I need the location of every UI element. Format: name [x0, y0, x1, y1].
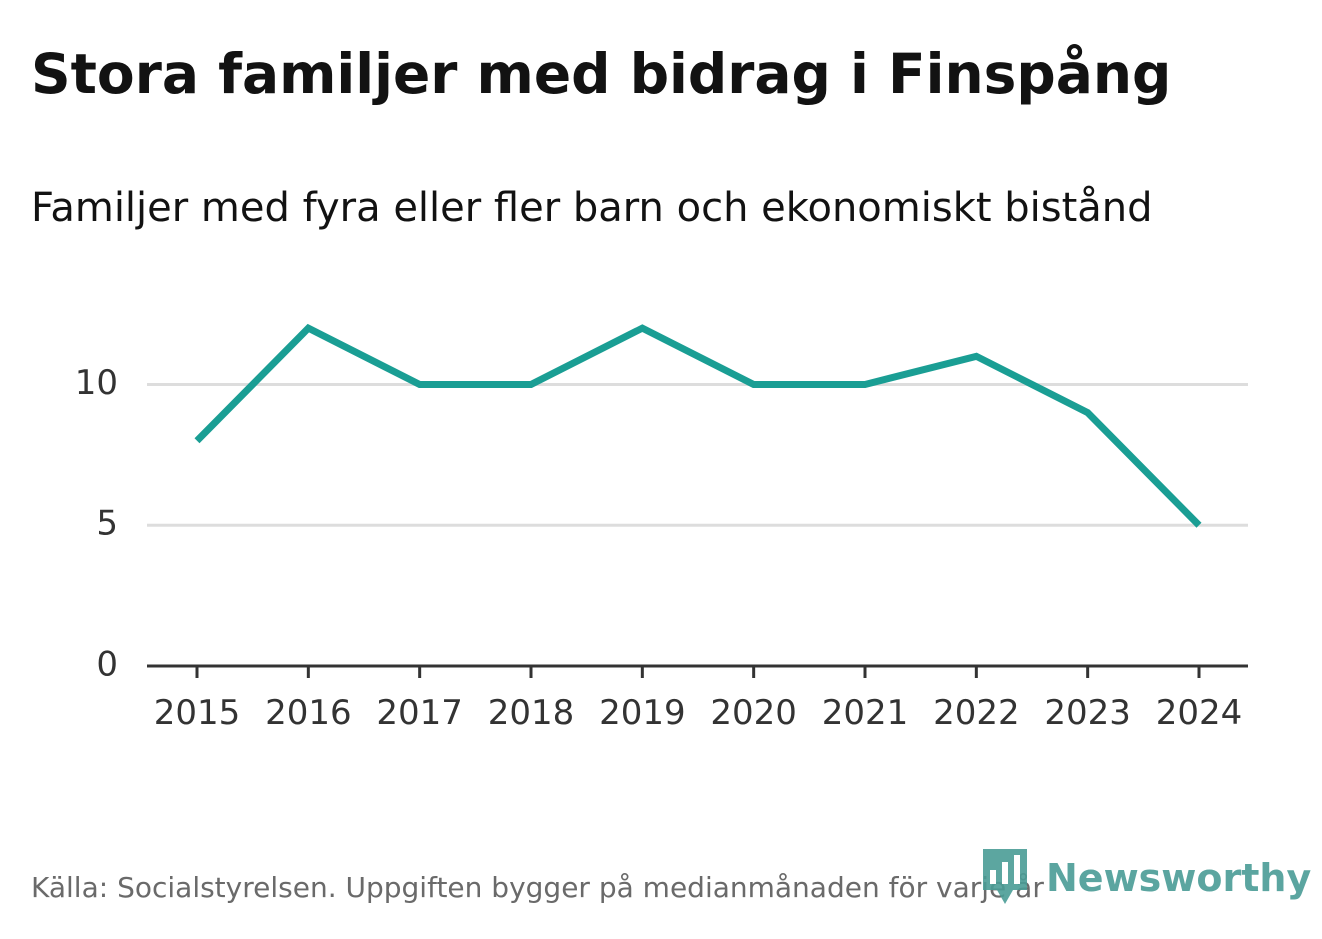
- x-tick-label-2019: 2019: [599, 693, 686, 733]
- gridlines: [147, 382, 1248, 527]
- x-tick-label-2024: 2024: [1156, 693, 1243, 733]
- y-tick-label-5: 5: [96, 504, 118, 544]
- source-note: Källa: Socialstyrelsen. Uppgiften bygger…: [31, 871, 1044, 904]
- x-tick-label-2016: 2016: [265, 693, 352, 733]
- y-axis-labels: 0 5 10: [75, 363, 118, 685]
- x-tick-label-2018: 2018: [488, 693, 575, 733]
- line-chart: 0 5 10 2015 2016 2017 2018 2019 2020 2021 2022 202…: [75, 323, 1248, 733]
- x-tick-label-2020: 2020: [710, 693, 797, 733]
- x-tick-label-2022: 2022: [933, 693, 1020, 733]
- series-line-0: [194, 323, 1202, 528]
- y-tick-label-10: 10: [75, 363, 118, 403]
- chart-title: Stora familjer med bidrag i Finspång: [31, 42, 1172, 106]
- x-tick-label-2017: 2017: [376, 693, 463, 733]
- y-tick-label-0: 0: [96, 645, 118, 685]
- x-tick-label-2015: 2015: [154, 693, 241, 733]
- series-layer: [194, 323, 1202, 528]
- x-tick-label-2021: 2021: [822, 693, 909, 733]
- brand-name: Newsworthy: [1046, 856, 1312, 900]
- x-axis-ticks: [195, 666, 1201, 678]
- newsworthy-logo-icon: [983, 849, 1027, 904]
- chart-subtitle: Familjer med fyra eller fler barn och ek…: [31, 185, 1153, 231]
- x-tick-label-2023: 2023: [1044, 693, 1131, 733]
- x-axis-labels: 2015 2016 2017 2018 2019 2020 2021 2022 2023 2024: [154, 693, 1243, 733]
- newsworthy-logo[interactable]: Newsworthy: [980, 846, 1311, 910]
